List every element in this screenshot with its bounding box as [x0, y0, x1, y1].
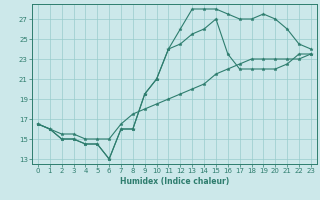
X-axis label: Humidex (Indice chaleur): Humidex (Indice chaleur) — [120, 177, 229, 186]
